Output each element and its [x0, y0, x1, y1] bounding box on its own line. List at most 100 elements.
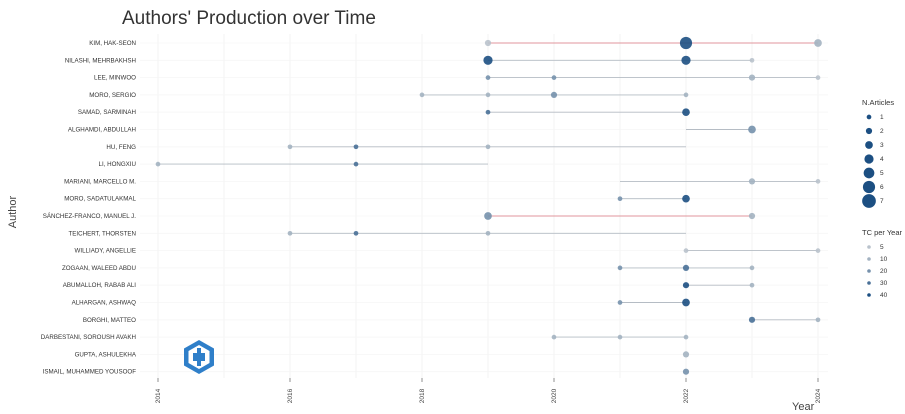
author-label: GUPTA, ASHULEKHA: [75, 351, 137, 358]
production-point: [748, 74, 756, 81]
production-point: [485, 75, 491, 80]
legend-articles-label: 5: [880, 170, 884, 177]
x-tick-label: 2016: [287, 388, 294, 403]
production-point: [551, 334, 557, 340]
legend-articles-label: 3: [880, 142, 884, 149]
legend-n-articles: N.Articles 1 2 3 4 5 6 7: [862, 98, 894, 208]
production-point: [617, 265, 623, 271]
production-point: [485, 92, 491, 98]
production-point: [683, 248, 689, 253]
author-label: LI, HONGXIU: [99, 161, 136, 168]
author-label: MORO, SERGIO: [89, 92, 136, 99]
legend-articles-title: N.Articles: [862, 98, 894, 107]
author-label: NILASHI, MEHRBAKHSH: [65, 57, 136, 64]
author-row: ISMAIL, MUHAMMED YOUSOOF: [43, 368, 828, 376]
legend-articles-symbol: [866, 114, 872, 120]
author-label: ALGHAMDI, ABDULLAH: [68, 127, 136, 134]
author-row: MARIANI, MARCELLO M.: [64, 178, 828, 185]
production-point: [815, 317, 821, 323]
legend-tc-symbol: [867, 269, 871, 273]
production-point: [353, 230, 359, 236]
production-point: [483, 55, 493, 65]
grid: [157, 34, 819, 378]
production-point: [419, 92, 425, 98]
author-row: LEE, MINWOO: [94, 74, 828, 82]
x-tick-label: 2022: [683, 388, 690, 403]
production-point: [682, 368, 690, 375]
production-point: [484, 212, 492, 220]
author-label: ISMAIL, MUHAMMED YOUSOOF: [43, 369, 137, 376]
production-point: [748, 212, 756, 220]
legend-articles-label: 7: [880, 198, 884, 205]
production-point: [617, 196, 623, 202]
x-tick-label: 2014: [155, 388, 162, 403]
legend-tc-symbol: [867, 293, 871, 297]
author-label: WILLIADY, ANGELLIE: [75, 248, 136, 255]
production-point: [681, 55, 691, 65]
production-point: [749, 282, 755, 288]
production-point: [485, 109, 491, 115]
legend-articles-label: 1: [880, 114, 884, 121]
author-row: LI, HONGXIU: [99, 161, 828, 168]
production-point: [679, 36, 693, 50]
production-point: [748, 125, 756, 134]
author-label: TEICHERT, THORSTEN: [69, 230, 137, 237]
legend-tc-symbol: [867, 281, 871, 285]
author-label: ZOGAAN, WALEED ABDU: [62, 265, 136, 272]
production-point: [815, 179, 821, 184]
production-point: [682, 282, 690, 289]
production-point: [748, 316, 756, 323]
author-row: NILASHI, MEHRBAKHSH: [65, 55, 828, 65]
author-label: ABUMALLOH, RABAB ALI: [63, 282, 137, 289]
author-row: WILLIADY, ANGELLIE: [75, 248, 828, 255]
production-point: [814, 39, 822, 47]
author-row: ABUMALLOH, RABAB ALI: [63, 282, 828, 289]
production-point: [815, 75, 821, 80]
production-point: [353, 144, 359, 150]
author-label: ALHARGAN, ASHWAQ: [72, 300, 137, 307]
production-point: [551, 75, 557, 80]
author-row: BORGHI, MATTEO: [83, 316, 828, 324]
production-point: [550, 91, 558, 98]
production-point: [287, 230, 293, 236]
production-point: [683, 334, 689, 340]
x-tick-label: 2024: [815, 388, 822, 403]
x-axis-label: Year: [792, 401, 815, 413]
legend-articles-symbol: [862, 194, 876, 208]
author-row: SAMAD, SARMINAH: [78, 108, 828, 116]
production-point: [682, 351, 690, 358]
author-row: GUPTA, ASHULEKHA: [75, 351, 828, 358]
legend-tc-per-year: TC per Year 5 10 20 30 40: [862, 228, 903, 299]
author-row: HU, FENG: [106, 144, 828, 151]
author-label: KIM, HAK-SEON: [89, 40, 136, 47]
author-rows: KIM, HAK-SEON NILASHI, MEHRBAKHSH LEE, MIN…: [41, 36, 828, 376]
production-point: [485, 230, 491, 236]
legend-tc-symbol: [867, 257, 871, 261]
author-label: SAMAD, SARMINAH: [78, 109, 136, 116]
legend-articles-symbol: [864, 154, 874, 164]
legend-tc-symbol: [867, 245, 871, 249]
production-point: [815, 248, 821, 253]
bibliometrix-logo: [184, 340, 214, 374]
production-point: [287, 144, 293, 150]
chart-title: Authors' Production over Time: [122, 8, 376, 29]
author-row: SÁNCHEZ-FRANCO, MANUEL J.: [43, 212, 828, 220]
author-label: LEE, MINWOO: [94, 75, 136, 82]
legend-articles-label: 6: [880, 184, 884, 191]
legend-tc-label: 10: [880, 256, 888, 263]
y-axis-label: Author: [7, 195, 19, 228]
legend-tc-label: 5: [880, 244, 884, 251]
x-tick-label: 2018: [419, 388, 426, 403]
x-tick-label: 2020: [551, 388, 558, 403]
legend-articles-symbol: [865, 127, 873, 135]
author-label: SÁNCHEZ-FRANCO, MANUEL J.: [43, 213, 137, 220]
production-point: [353, 161, 359, 167]
legend-articles-symbol: [862, 180, 876, 194]
legend-tc-title: TC per Year: [862, 228, 903, 237]
legend-articles-label: 2: [880, 128, 884, 135]
production-point: [682, 108, 690, 117]
author-label: MARIANI, MARCELLO M.: [64, 178, 136, 185]
production-point: [749, 265, 755, 271]
production-point: [617, 334, 623, 340]
